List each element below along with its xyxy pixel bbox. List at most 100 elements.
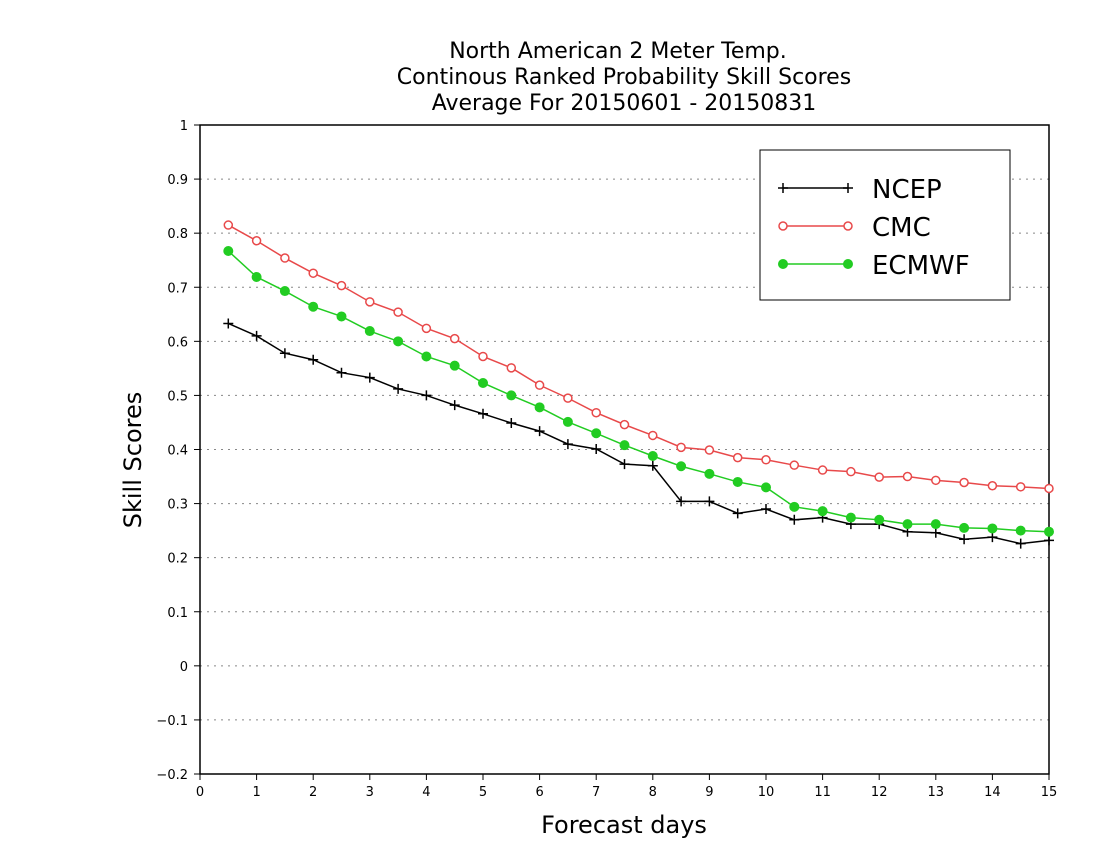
plot-frame xyxy=(199,124,1050,775)
data-point-ecmwf xyxy=(251,271,262,282)
x-axis-label: Forecast days xyxy=(541,811,707,839)
data-point-ecmwf xyxy=(647,450,658,461)
data-point-cmc xyxy=(619,419,630,430)
legend-marker-ecmwf xyxy=(843,259,853,269)
data-point-cmc xyxy=(648,430,658,441)
data-point-ecmwf xyxy=(1044,526,1054,537)
x-tick-label: 3 xyxy=(366,785,374,800)
data-point-ncep xyxy=(562,439,573,450)
data-point-ncep xyxy=(308,354,319,365)
legend-marker-ncep xyxy=(778,183,788,193)
data-point-ecmwf xyxy=(959,522,970,533)
y-tick-label: 0.9 xyxy=(167,173,188,188)
data-point-ncep xyxy=(364,372,375,383)
data-point-cmc xyxy=(421,323,432,334)
data-point-cmc xyxy=(478,351,488,362)
data-point-ncep xyxy=(393,383,404,394)
data-point-cmc xyxy=(959,477,969,488)
data-point-cmc xyxy=(817,465,828,475)
y-tick-label: 0.5 xyxy=(167,389,188,404)
data-point-ncep xyxy=(336,367,347,378)
legend-label-cmc: CMC xyxy=(872,213,931,243)
data-point-cmc xyxy=(506,363,517,373)
data-point-cmc xyxy=(223,220,234,230)
x-tick-label: 11 xyxy=(814,785,831,800)
data-point-cmc xyxy=(393,307,403,317)
data-point-ecmwf xyxy=(987,523,998,534)
data-point-ecmwf xyxy=(930,519,941,530)
data-point-cmc xyxy=(1044,483,1054,494)
data-point-cmc xyxy=(449,333,460,344)
data-point-ncep xyxy=(279,348,290,359)
data-point-ecmwf xyxy=(789,501,800,512)
axes: −0.2−0.100.10.20.30.40.50.60.70.80.910 1 2… xyxy=(156,119,1057,800)
legend-marker-cmc xyxy=(778,221,788,231)
data-point-ncep xyxy=(421,390,432,401)
data-point-cmc xyxy=(563,393,573,403)
data-point-ecmwf xyxy=(364,326,375,337)
data-point-ncep xyxy=(223,318,234,329)
data-point-ecmwf xyxy=(732,476,743,487)
data-point-ecmwf xyxy=(421,351,432,362)
data-point-cmc xyxy=(761,455,771,465)
y-tick-label: 0 xyxy=(180,660,188,675)
data-point-cmc xyxy=(251,235,262,246)
y-tick-label: 0.8 xyxy=(167,227,188,242)
legend-label-ecmwf: ECMWF xyxy=(872,251,970,281)
chart-title-line-2: Continous Ranked Probability Skill Score… xyxy=(397,65,851,90)
data-point-ecmwf xyxy=(506,390,517,401)
y-tick-label: −0.2 xyxy=(156,768,188,783)
y-axis-label: Skill Scores xyxy=(119,392,147,529)
data-point-ecmwf xyxy=(619,440,630,451)
data-point-ncep xyxy=(591,443,602,454)
series-line-ncep xyxy=(227,322,1050,545)
data-point-ncep xyxy=(449,400,460,411)
data-point-cmc xyxy=(902,471,913,482)
chart-title: North American 2 Meter Temp. Continous R… xyxy=(397,39,851,116)
data-point-ecmwf xyxy=(336,311,347,322)
data-point-ncep xyxy=(676,496,687,507)
data-point-ncep xyxy=(987,532,998,543)
x-tick-label: 2 xyxy=(309,785,317,800)
data-point-ecmwf xyxy=(761,482,771,493)
y-tick-label: 0.6 xyxy=(167,335,188,350)
x-tick-label: 5 xyxy=(479,785,487,800)
x-tick-label: 14 xyxy=(984,785,1001,800)
series-ncep xyxy=(223,318,1054,549)
data-point-ncep xyxy=(647,460,658,471)
x-tick-label: 7 xyxy=(592,785,600,800)
legend-box xyxy=(759,149,1011,301)
data-point-ecmwf xyxy=(817,506,828,517)
data-point-cmc xyxy=(732,452,743,463)
data-point-cmc xyxy=(987,480,998,491)
data-point-cmc xyxy=(365,297,375,307)
legend: NCEP CMC ECMWF xyxy=(759,149,1011,301)
x-tick-label: 15 xyxy=(1041,785,1058,800)
data-point-ecmwf xyxy=(223,246,234,257)
data-point-ecmwf xyxy=(845,512,856,523)
data-point-ecmwf xyxy=(449,360,460,371)
data-point-cmc xyxy=(591,407,601,418)
data-point-ncep xyxy=(534,426,545,437)
data-point-cmc xyxy=(336,280,347,291)
y-tick-label: −0.1 xyxy=(156,714,188,729)
data-point-cmc xyxy=(704,445,715,455)
data-point-ecmwf xyxy=(393,336,404,347)
y-tick-label: 0.1 xyxy=(167,606,188,621)
data-point-ecmwf xyxy=(704,468,715,479)
x-tick-label: 12 xyxy=(871,785,888,800)
legend-marker-ecmwf xyxy=(778,259,788,269)
data-point-ncep xyxy=(478,408,488,419)
data-point-cmc xyxy=(931,475,941,486)
data-point-ncep xyxy=(789,514,800,525)
data-point-ncep xyxy=(1044,535,1054,546)
data-point-cmc xyxy=(280,253,290,263)
legend-marker-cmc xyxy=(843,221,853,231)
data-point-ncep xyxy=(732,508,743,519)
data-point-ncep xyxy=(761,503,771,514)
data-point-ncep xyxy=(251,330,262,341)
data-point-ncep xyxy=(619,459,630,470)
data-point-cmc xyxy=(874,472,884,482)
data-point-ecmwf xyxy=(902,519,913,530)
